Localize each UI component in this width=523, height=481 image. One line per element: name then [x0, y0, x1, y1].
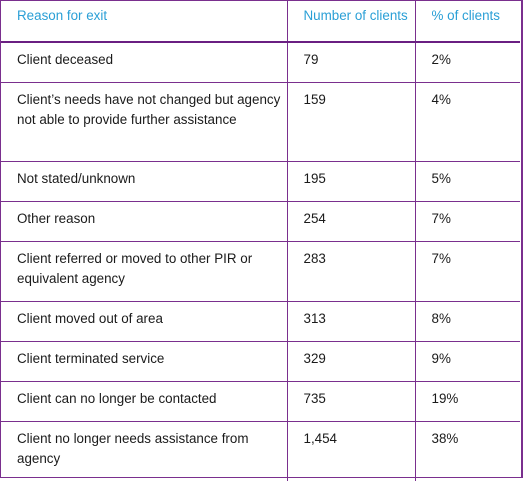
reason-cell: Client no longer needs assistance from a… — [1, 422, 287, 481]
percent-cell: 9% — [415, 342, 520, 382]
reason-cell: Client’s needs have not changed but agen… — [1, 83, 287, 162]
reason-cell: Client can no longer be contacted — [1, 382, 287, 422]
number-cell: 735 — [287, 382, 415, 422]
table-row: Client terminated service 329 9% — [1, 342, 520, 382]
table-row: Other reason 254 7% — [1, 202, 520, 242]
number-cell: 1,454 — [287, 422, 415, 481]
number-cell: 254 — [287, 202, 415, 242]
percent-cell: 5% — [415, 162, 520, 202]
number-cell: 79 — [287, 42, 415, 83]
percent-cell: 7% — [415, 202, 520, 242]
header-number: Number of clients — [287, 1, 415, 42]
percent-cell: 38% — [415, 422, 520, 481]
table-row: Client deceased 79 2% — [1, 42, 520, 83]
table-row: Client’s needs have not changed but agen… — [1, 83, 520, 162]
table-header-row: Reason for exit Number of clients % of c… — [1, 1, 520, 42]
table-row: Client no longer needs assistance from a… — [1, 422, 520, 481]
number-cell: 329 — [287, 342, 415, 382]
reason-cell: Client moved out of area — [1, 302, 287, 342]
reason-cell: Other reason — [1, 202, 287, 242]
reason-cell: Not stated/unknown — [1, 162, 287, 202]
table-row: Client moved out of area 313 8% — [1, 302, 520, 342]
header-reason: Reason for exit — [1, 1, 287, 42]
percent-cell: 2% — [415, 42, 520, 83]
reason-cell: Client terminated service — [1, 342, 287, 382]
percent-cell: 7% — [415, 242, 520, 302]
header-percent: % of clients — [415, 1, 520, 42]
percent-cell: 4% — [415, 83, 520, 162]
percent-cell: 8% — [415, 302, 520, 342]
table-row: Client can no longer be contacted 735 19… — [1, 382, 520, 422]
reason-cell: Client referred or moved to other PIR or… — [1, 242, 287, 302]
number-cell: 313 — [287, 302, 415, 342]
number-cell: 195 — [287, 162, 415, 202]
reason-cell: Client deceased — [1, 42, 287, 83]
number-cell: 283 — [287, 242, 415, 302]
number-cell: 159 — [287, 83, 415, 162]
percent-cell: 19% — [415, 382, 520, 422]
table-row: Client referred or moved to other PIR or… — [1, 242, 520, 302]
table-row: Not stated/unknown 195 5% — [1, 162, 520, 202]
